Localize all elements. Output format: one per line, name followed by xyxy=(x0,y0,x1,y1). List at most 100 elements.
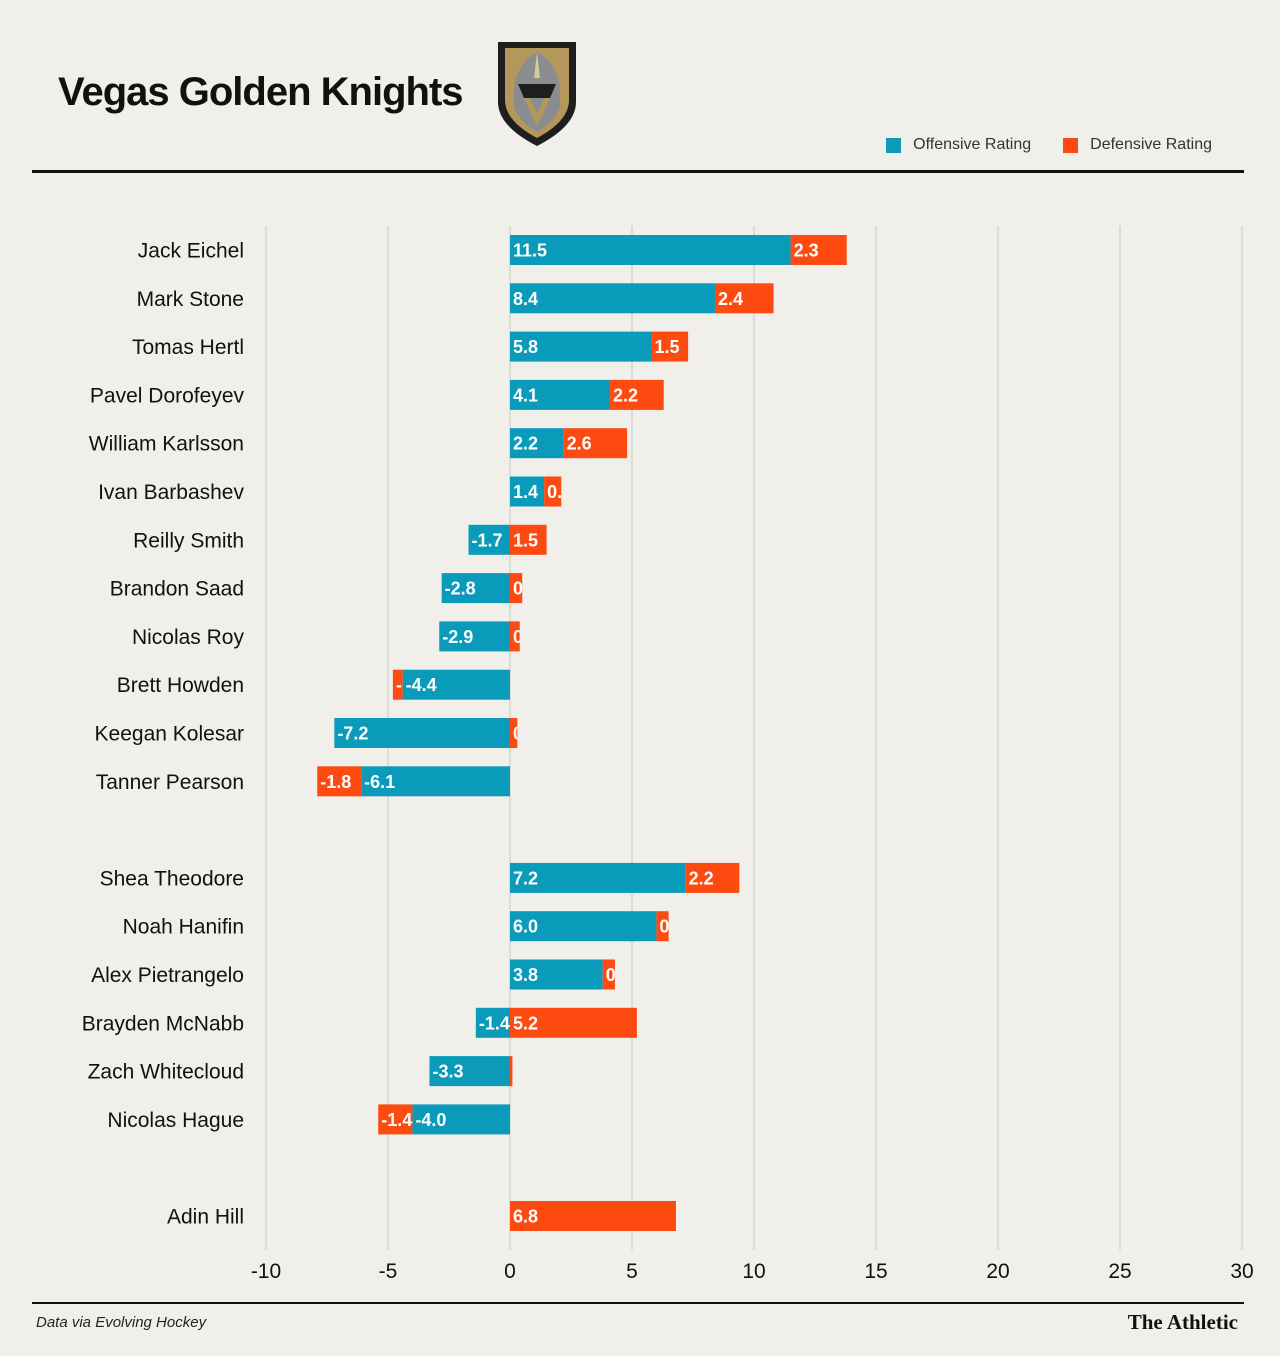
offensive-value-label: 1.4 xyxy=(513,482,538,502)
player-name-label: Shea Theodore xyxy=(100,867,244,890)
offensive-bar xyxy=(510,428,564,459)
defensive-value-label: 0.5 xyxy=(513,579,538,599)
offensive-value-label: -3.3 xyxy=(432,1062,463,1082)
offensive-bar xyxy=(510,331,652,362)
defensive-value-label: -1.4 xyxy=(381,1110,412,1130)
x-tick-label: -5 xyxy=(379,1260,398,1283)
offensive-bar xyxy=(510,862,686,893)
player-name-label: Brayden McNabb xyxy=(82,1012,244,1035)
offensive-value-label: 7.2 xyxy=(513,868,538,888)
defensive-value-label: 0.1 xyxy=(513,1062,538,1082)
page-title: Vegas Golden Knights xyxy=(58,70,464,114)
offensive-bar xyxy=(412,1104,510,1135)
x-tick-label: 0 xyxy=(504,1260,516,1283)
offensive-value-label: -6.1 xyxy=(364,772,395,792)
offensive-value-label: -2.8 xyxy=(445,579,476,599)
offensive-value-label: -2.9 xyxy=(442,627,473,647)
player-name-label: Ivan Barbashev xyxy=(98,481,244,504)
defensive-bar xyxy=(378,1104,413,1135)
x-tick-label: 20 xyxy=(986,1260,1009,1283)
defensive-value-label: 0.7 xyxy=(547,482,572,502)
offensive-bar xyxy=(429,1056,510,1087)
defensive-bar xyxy=(392,669,403,700)
defensive-value-label: 0.4 xyxy=(513,627,538,647)
offensive-value-label: 5.8 xyxy=(513,337,538,357)
defensive-value-label: -1.8 xyxy=(320,772,351,792)
legend-swatch-offensive xyxy=(886,137,902,153)
offensive-value-label: -4.4 xyxy=(406,675,437,695)
offensive-value-label: 3.8 xyxy=(513,965,538,985)
defensive-bar xyxy=(510,1056,513,1087)
x-tick-label: 30 xyxy=(1230,1260,1253,1283)
defensive-value-label: 0.5 xyxy=(606,965,631,985)
offensive-bar xyxy=(468,524,510,555)
player-name-label: Nicolas Hague xyxy=(107,1109,244,1132)
legend-label-offensive: Offensive Rating xyxy=(913,136,1032,153)
rating-bar-chart: -10 -5 0 5 10 15 20 25 30 Jack Eichel 11.5 2.3 Mark … xyxy=(82,226,1254,1283)
defensive-bar xyxy=(510,621,520,652)
player-name-label: Reilly Smith xyxy=(133,529,244,552)
source-note: Data via Evolving Hockey xyxy=(36,1314,207,1331)
defensive-value-label: 1.5 xyxy=(513,530,538,550)
x-tick-label: -10 xyxy=(251,1260,281,1283)
defensive-value-label: 5.2 xyxy=(513,1013,538,1033)
player-name-label: Tanner Pearson xyxy=(96,771,244,794)
offensive-bar xyxy=(510,235,791,265)
defensive-bar xyxy=(510,1007,637,1038)
offensive-value-label: 6.0 xyxy=(513,917,538,937)
defensive-bar xyxy=(610,379,664,410)
offensive-value-label: 11.5 xyxy=(513,241,547,261)
player-name-label: Brett Howden xyxy=(117,674,244,697)
player-name-label: Alex Pietrangelo xyxy=(91,964,244,987)
legend-item-offensive: Offensive Rating xyxy=(886,136,1031,154)
defensive-value-label: -0.4 xyxy=(396,675,427,695)
legend-swatch-defensive xyxy=(1063,137,1079,153)
player-name-label: Zach Whitecloud xyxy=(88,1061,244,1084)
legend-label-defensive: Defensive Rating xyxy=(1090,136,1212,153)
offensive-value-label: 2.2 xyxy=(513,434,538,454)
defensive-value-label: 6.8 xyxy=(513,1207,538,1227)
offensive-bar xyxy=(402,669,510,700)
defensive-bar xyxy=(510,524,547,555)
offensive-bar xyxy=(441,573,510,604)
x-tick-label: 25 xyxy=(1108,1260,1131,1283)
defensive-bar xyxy=(317,766,362,797)
defensive-bar xyxy=(510,718,518,748)
x-tick-label: 10 xyxy=(742,1260,765,1283)
defensive-value-label: 0.3 xyxy=(513,724,538,744)
defensive-bar xyxy=(563,428,628,459)
offensive-bar xyxy=(475,1007,510,1038)
player-name-label: Brandon Saad xyxy=(110,578,244,601)
player-name-label: William Karlsson xyxy=(89,433,244,456)
defensive-value-label: 1.5 xyxy=(655,337,680,357)
defensive-bar xyxy=(544,476,562,507)
offensive-bar xyxy=(510,379,611,410)
defensive-bar xyxy=(656,911,669,942)
player-name-label: Tomas Hertl xyxy=(132,336,244,359)
x-tick-label: 15 xyxy=(864,1260,887,1283)
defensive-value-label: 2.6 xyxy=(567,434,592,454)
defensive-bar xyxy=(510,1201,676,1231)
header-divider xyxy=(32,170,1244,173)
offensive-bar xyxy=(510,911,657,942)
defensive-bar xyxy=(602,959,615,990)
player-name-label: Adin Hill xyxy=(167,1206,244,1229)
offensive-value-label: 8.4 xyxy=(513,289,538,309)
offensive-value-label: -7.2 xyxy=(337,724,368,744)
brand-wordmark: The Athletic xyxy=(1127,1310,1238,1334)
offensive-value-label: 4.1 xyxy=(513,385,538,405)
x-tick-label: 5 xyxy=(626,1260,638,1283)
defensive-bar xyxy=(510,573,523,604)
defensive-value-label: 2.3 xyxy=(794,241,819,261)
defensive-bar xyxy=(685,862,740,893)
chart-legend: Offensive Rating Defensive Rating xyxy=(854,136,1212,154)
offensive-bar xyxy=(439,621,510,652)
player-name-label: Nicolas Roy xyxy=(132,626,245,649)
legend-item-defensive: Defensive Rating xyxy=(1063,136,1212,154)
player-name-label: Jack Eichel xyxy=(138,240,244,263)
player-name-label: Keegan Kolesar xyxy=(95,723,244,746)
footer-divider xyxy=(32,1302,1244,1304)
player-name-label: Noah Hanifin xyxy=(123,916,244,939)
player-name-label: Pavel Dorofeyev xyxy=(90,384,245,407)
